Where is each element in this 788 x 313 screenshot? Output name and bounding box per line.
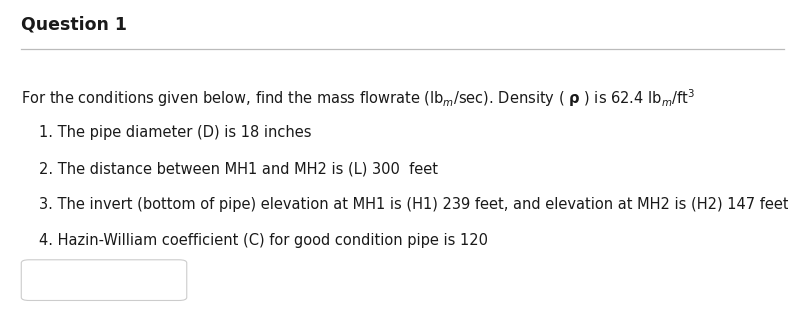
FancyBboxPatch shape <box>21 260 187 300</box>
Text: Question 1: Question 1 <box>21 16 128 34</box>
Text: 3. The invert (bottom of pipe) elevation at MH1 is (H1) 239 feet, and elevation : 3. The invert (bottom of pipe) elevation… <box>39 197 788 212</box>
Text: 2. The distance between MH1 and MH2 is (L) 300  feet: 2. The distance between MH1 and MH2 is (… <box>39 161 438 176</box>
Text: 4. Hazin-William coefficient (C) for good condition pipe is 120: 4. Hazin-William coefficient (C) for goo… <box>39 233 489 248</box>
Text: For the conditions given below, find the mass flowrate (lb$_m$/sec). Density ( $: For the conditions given below, find the… <box>21 88 695 109</box>
Text: 1. The pipe diameter (D) is 18 inches: 1. The pipe diameter (D) is 18 inches <box>39 125 312 140</box>
